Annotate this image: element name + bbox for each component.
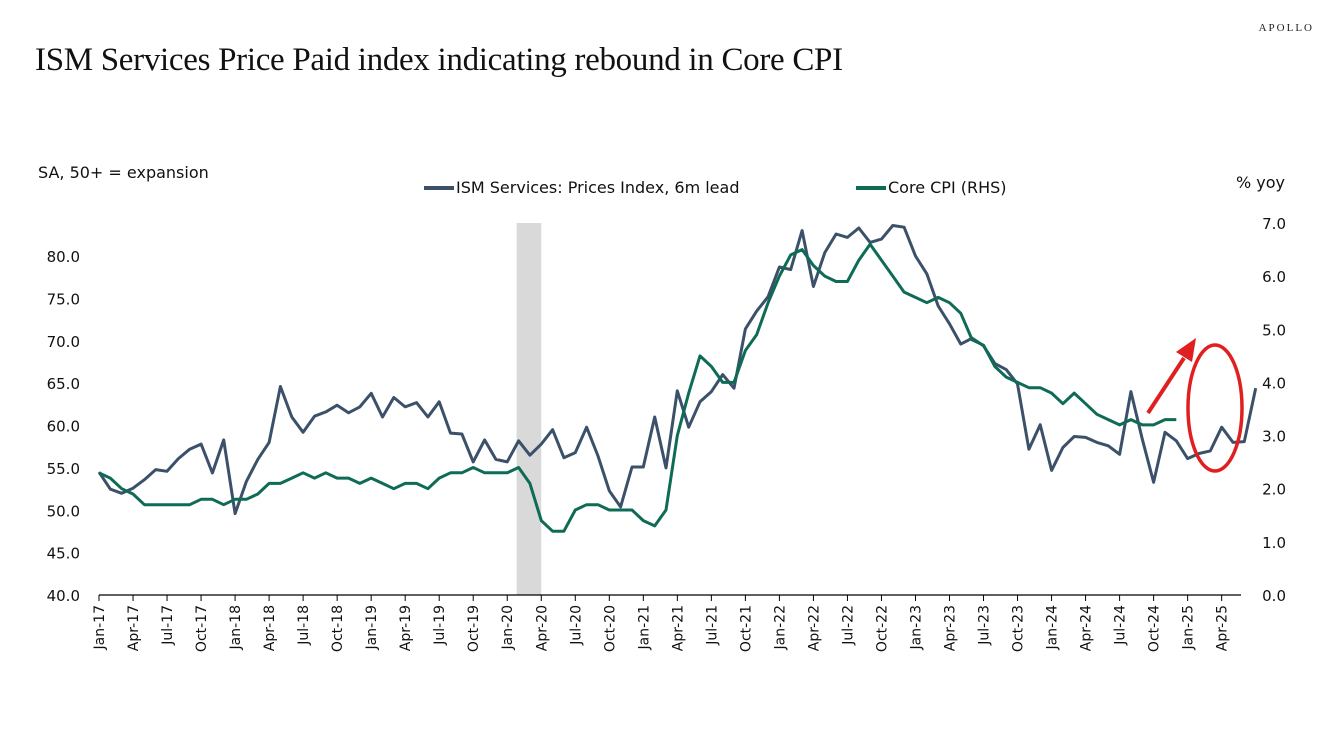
legend-item-core-cpi: Core CPI (RHS) [856, 178, 1007, 197]
x-tick-label: Oct-24 [1147, 605, 1163, 652]
y-right-tick-label: 5.0 [1262, 321, 1286, 339]
legend-item-ism: ISM Services: Prices Index, 6m lead [424, 178, 739, 197]
red-arrow-shaft [1146, 356, 1186, 415]
x-tick-label: Jul-24 [1113, 605, 1129, 646]
x-tick-label: Apr-24 [1079, 605, 1095, 651]
x-tick-label: Jan-24 [1045, 605, 1061, 651]
y-right-tick-label: 0.0 [1262, 587, 1286, 605]
x-tick-label: Apr-20 [534, 605, 550, 651]
y-right-tick-label: 7.0 [1262, 215, 1286, 233]
left-axis-note: SA, 50+ = expansion [38, 163, 209, 182]
y-right-tick-label: 2.0 [1262, 481, 1286, 499]
red-highlight-ellipse [1186, 343, 1244, 473]
ism-prices-line [97, 224, 1258, 516]
y-left-tick-label: 60.0 [47, 418, 80, 436]
y-right-tick-label: 6.0 [1262, 268, 1286, 286]
x-tick-label: Apr-17 [126, 605, 142, 651]
recession-shading-layer [516, 223, 542, 595]
x-tick-label: Apr-21 [670, 605, 686, 651]
y-axis-left: 40.0 45.0 50.0 55.0 60.0 65.0 70.0 75.0 80.0 [47, 248, 80, 605]
y-left-tick-label: 80.0 [47, 248, 80, 266]
core-cpi-line [98, 242, 1177, 533]
x-tick-label: Oct-21 [738, 605, 754, 652]
y-left-tick-label: 50.0 [47, 502, 80, 520]
chart-title: ISM Services Price Paid index indicating… [35, 42, 843, 78]
y-right-tick-label: 3.0 [1262, 428, 1286, 446]
y-left-tick-label: 40.0 [47, 587, 80, 605]
x-tick-label: Jan-17 [92, 605, 108, 650]
x-tick-label: Oct-19 [466, 605, 482, 652]
x-tick-label: Oct-22 [874, 605, 890, 652]
y-left-tick-label: 75.0 [47, 290, 80, 308]
y-left-tick-label: 55.0 [47, 460, 80, 478]
legend-swatch-ism [424, 185, 454, 190]
x-tick-label: Oct-23 [1011, 605, 1027, 652]
red-arrow-head [1176, 338, 1196, 362]
legend-swatch-core-cpi [856, 185, 886, 190]
recession-band [516, 223, 542, 595]
x-tick-label: Jan-18 [228, 605, 244, 650]
y-left-tick-label: 65.0 [47, 375, 80, 393]
x-tick-label: Jul-23 [977, 605, 993, 646]
x-axis: Jan-17 Apr-17 Jul-17 Oct-17 Jan-18 Apr-18 Jul-… [92, 594, 1241, 652]
x-tick-label: Jul-20 [568, 605, 584, 646]
legend-label-ism: ISM Services: Prices Index, 6m lead [456, 178, 740, 197]
x-tick-label: Jul-19 [432, 605, 448, 646]
x-tick-label: Jul-18 [296, 605, 312, 646]
y-right-tick-label: 4.0 [1262, 374, 1286, 392]
y-axis-right: 0.0 1.0 2.0 3.0 4.0 5.0 6.0 7.0 [1230, 215, 1286, 605]
x-tick-label: Jan-19 [364, 605, 380, 650]
x-tick-label: Jan-22 [772, 605, 788, 650]
x-tick-label: Oct-20 [602, 605, 618, 652]
x-tick-label: Jul-21 [704, 605, 720, 646]
x-tick-label: Apr-19 [398, 605, 414, 651]
x-tick-label: Apr-22 [806, 605, 822, 651]
x-tick-label: Jul-17 [160, 605, 176, 646]
brand-logo: APOLLO [1258, 22, 1314, 34]
series-layer [97, 224, 1258, 533]
x-tick-label: Jan-25 [1181, 605, 1197, 650]
annotation-layer [1146, 338, 1244, 473]
x-tick-label: Apr-25 [1215, 605, 1231, 651]
x-tick-label: Oct-18 [330, 605, 346, 652]
right-axis-unit: % yoy [1236, 173, 1286, 192]
x-tick-label: Jan-21 [636, 605, 652, 650]
y-left-tick-label: 45.0 [47, 545, 80, 563]
x-tick-label: Apr-18 [262, 605, 278, 651]
x-tick-label: Apr-23 [943, 605, 959, 651]
x-tick-label: Oct-17 [194, 605, 210, 652]
x-tick-label: Jul-22 [840, 605, 856, 646]
x-tick-label: Jan-20 [500, 605, 516, 650]
legend-label-core-cpi: Core CPI (RHS) [888, 178, 1007, 197]
x-tick-label: Jan-23 [908, 605, 924, 650]
y-left-tick-label: 70.0 [47, 333, 80, 351]
y-right-tick-label: 1.0 [1262, 534, 1286, 552]
